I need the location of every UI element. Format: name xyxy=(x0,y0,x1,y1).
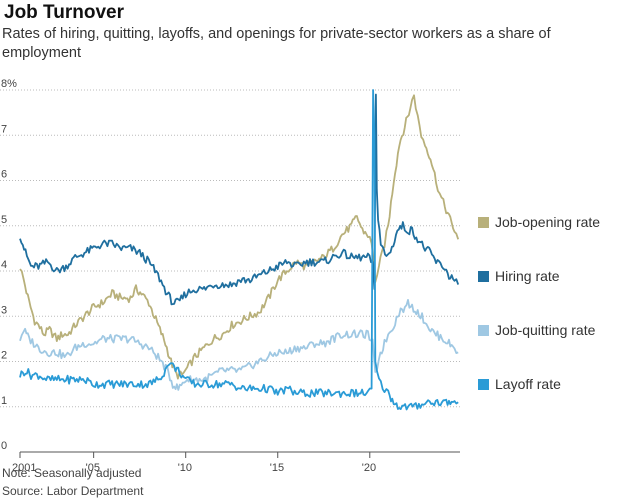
chart-subtitle: Rates of hiring, quitting, layoffs, and … xyxy=(2,26,551,61)
x-tick-label: '15 xyxy=(270,462,284,474)
y-tick-label: 4 xyxy=(1,259,7,271)
chart-title: Job Turnover xyxy=(4,2,124,23)
series-line-job-quitting-rate xyxy=(19,299,459,391)
series-line-layoff-rate xyxy=(19,89,459,411)
legend-label: Job-opening rate xyxy=(495,214,600,230)
legend-swatch xyxy=(478,325,489,336)
series-line-hiring-rate xyxy=(19,93,460,306)
x-tick-label: '20 xyxy=(362,462,376,474)
legend-swatch xyxy=(478,379,489,390)
chart-source: Source: Labor Department xyxy=(2,484,144,498)
legend-label: Job-quitting rate xyxy=(495,322,596,338)
x-tick-label: '10 xyxy=(178,462,192,474)
y-tick-label: 8% xyxy=(1,78,17,90)
chart-note: Note: Seasonally adjusted xyxy=(2,466,142,480)
y-tick-label: 3 xyxy=(1,304,7,316)
x-tick-label: '05 xyxy=(86,462,100,474)
legend-swatch xyxy=(478,217,489,228)
x-tick-label: 2001 xyxy=(12,462,36,474)
y-tick-label: 0 xyxy=(1,440,7,452)
y-tick-label: 2 xyxy=(1,350,7,362)
legend-label: Hiring rate xyxy=(495,268,560,284)
y-tick-label: 1 xyxy=(1,395,7,407)
y-tick-label: 6 xyxy=(1,169,7,181)
y-tick-label: 5 xyxy=(1,214,7,226)
y-tick-label: 7 xyxy=(1,123,7,135)
series-line-job-opening-rate xyxy=(19,94,460,380)
legend-swatch xyxy=(478,271,489,282)
legend-label: Layoff rate xyxy=(495,376,561,392)
